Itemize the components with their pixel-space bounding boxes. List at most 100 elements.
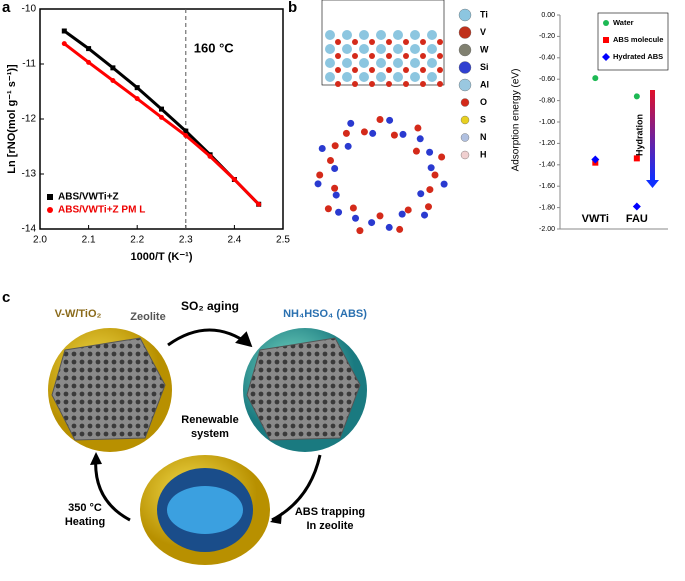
atom: [410, 30, 420, 40]
atom: [376, 30, 386, 40]
scheme-label: 350 °C: [68, 502, 102, 514]
scheme-label: Heating: [65, 516, 105, 528]
legend-atom: [460, 98, 470, 107]
scheme-label: V-W/TiO₂: [55, 308, 102, 320]
atom: [386, 53, 392, 59]
atom: [403, 53, 409, 59]
atom: [437, 67, 443, 73]
marker: [110, 78, 116, 83]
atom: [412, 147, 420, 155]
atom: [420, 53, 426, 59]
legend-atom: [458, 26, 472, 39]
atom: [438, 153, 446, 161]
atom: [386, 67, 392, 73]
scheme-label: Zeolite: [130, 311, 165, 323]
atom: [416, 135, 424, 143]
atom: [420, 81, 426, 87]
atom: [342, 58, 352, 68]
atom: [403, 81, 409, 87]
atom: [440, 180, 448, 188]
y-tick-label: -14: [22, 224, 37, 235]
marker: [86, 46, 92, 52]
atom: [386, 81, 392, 87]
legend-text: Al: [480, 79, 489, 89]
x-tick-label: 2.3: [179, 235, 193, 246]
marker: [61, 28, 67, 34]
annotation: 160 °C: [194, 40, 235, 55]
x-tick-label: 2.0: [33, 235, 47, 246]
y-tick-label: -12: [22, 114, 37, 125]
atom: [344, 142, 352, 150]
marker: [134, 85, 140, 91]
atom: [420, 39, 426, 45]
atom: [399, 130, 407, 138]
y-tick-label: -0.80: [539, 97, 555, 104]
atom: [359, 30, 369, 40]
atom: [342, 129, 350, 137]
marker: [183, 133, 189, 138]
y-tick-label: -1.40: [539, 162, 555, 169]
legend-text: ABS/VWTi+Z: [58, 192, 119, 203]
atom: [352, 214, 360, 222]
y-tick-label: -0.20: [539, 33, 555, 40]
atom: [393, 58, 403, 68]
y-tick-label: -0.60: [539, 76, 555, 83]
atom: [359, 58, 369, 68]
atom: [359, 72, 369, 82]
atom: [335, 39, 341, 45]
atom: [410, 58, 420, 68]
legend-text: V: [480, 27, 486, 37]
atom: [393, 44, 403, 54]
legend-text: ABS molecule: [613, 35, 663, 44]
panel-label: a: [2, 0, 11, 16]
atom: [352, 53, 358, 59]
atom: [325, 72, 335, 82]
legend-atom: [460, 150, 470, 160]
atom: [437, 39, 443, 45]
marker: [134, 96, 140, 102]
atom: [426, 148, 434, 156]
atom: [352, 67, 358, 73]
x-tick-label: 2.5: [276, 235, 290, 246]
marker: [47, 194, 53, 200]
atom: [386, 116, 394, 124]
hydration-arrow: [650, 90, 655, 180]
y-tick-label: -13: [22, 169, 37, 180]
atom: [426, 186, 434, 194]
scheme-label: In zeolite: [306, 520, 353, 532]
legend-atom: [460, 115, 470, 125]
atom: [376, 58, 386, 68]
atom: [437, 53, 443, 59]
atom: [410, 44, 420, 54]
marker: [183, 128, 189, 134]
x-tick-label: FAU: [626, 213, 648, 225]
atom: [369, 129, 377, 137]
y-tick-label: -11: [22, 59, 36, 70]
atom: [368, 219, 376, 227]
marker: [47, 207, 53, 213]
atom: [324, 205, 332, 213]
legend-text: Si: [480, 62, 489, 72]
atom: [386, 39, 392, 45]
atom: [414, 124, 422, 132]
atom: [331, 142, 339, 150]
legend-atom: [458, 61, 472, 74]
atom: [398, 210, 406, 218]
legend-box: [597, 12, 669, 71]
atom: [314, 180, 322, 188]
y-tick-label: -2.00: [539, 226, 555, 233]
atom: [427, 30, 437, 40]
marker: [633, 93, 640, 100]
atom: [393, 30, 403, 40]
legend-atom: [460, 133, 470, 142]
atom: [424, 203, 432, 211]
atom: [352, 81, 358, 87]
atom: [356, 227, 364, 235]
atom: [369, 67, 375, 73]
atom: [427, 72, 437, 82]
scheme-label: system: [191, 428, 229, 440]
atom: [335, 81, 341, 87]
atom: [376, 72, 386, 82]
atom: [347, 119, 355, 127]
atom: [325, 30, 335, 40]
